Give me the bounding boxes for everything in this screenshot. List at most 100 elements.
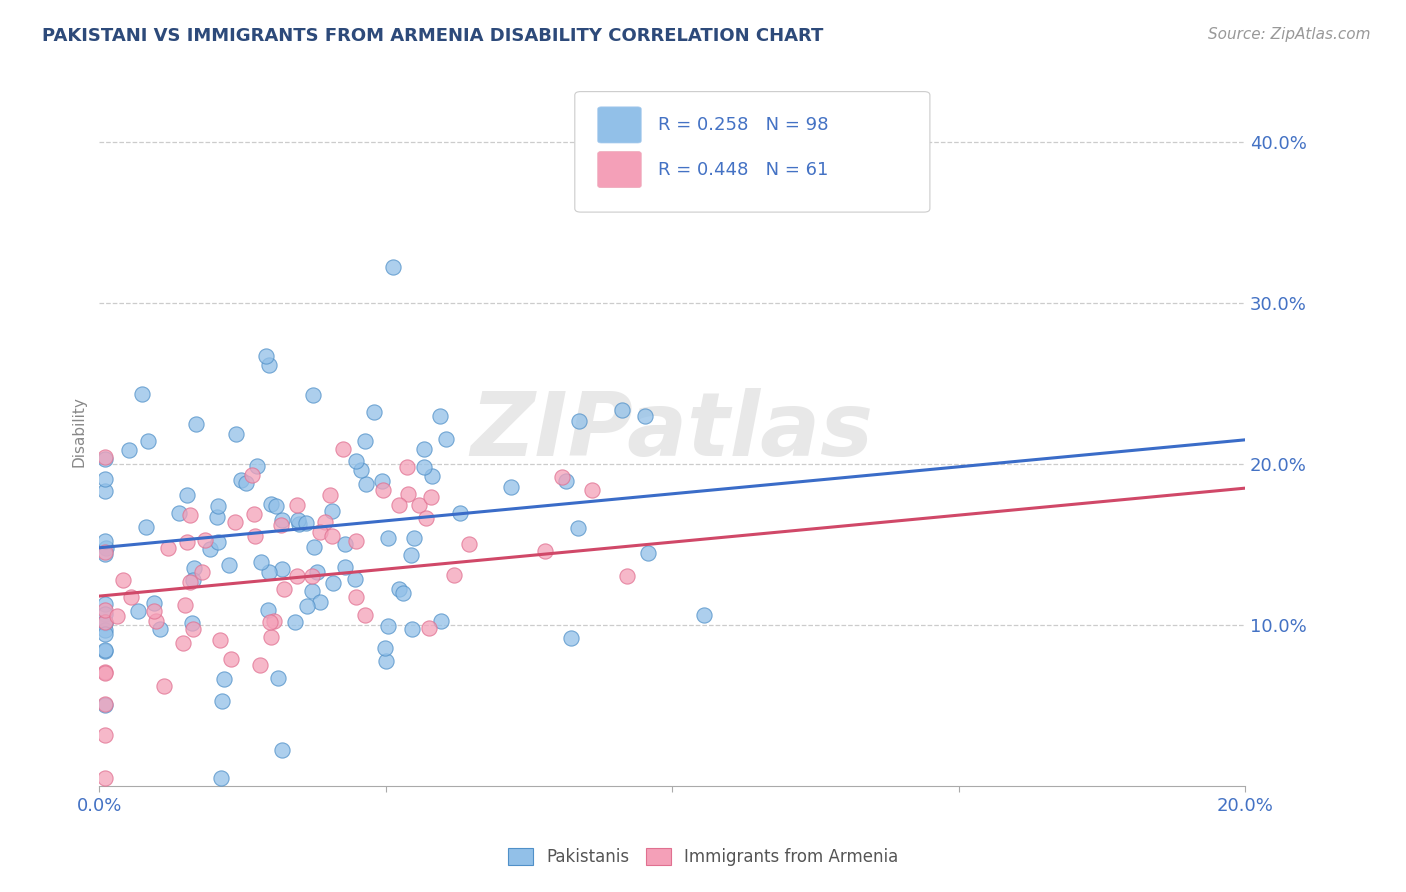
Point	[94, 697, 117, 711]
Point	[388, 498, 411, 512]
Point	[314, 515, 336, 529]
Point	[94, 603, 117, 617]
Point	[254, 349, 277, 363]
Point	[229, 473, 252, 487]
Point	[418, 621, 440, 635]
Point	[156, 541, 179, 556]
Point	[610, 403, 633, 417]
Point	[412, 460, 434, 475]
Point	[94, 607, 117, 622]
Point	[212, 672, 235, 686]
Point	[117, 443, 139, 458]
Point	[534, 544, 557, 558]
Point	[176, 535, 198, 549]
Point	[224, 515, 246, 529]
Point	[350, 463, 373, 477]
Legend: Pakistanis, Immigrants from Armenia: Pakistanis, Immigrants from Armenia	[499, 840, 907, 875]
Point	[295, 599, 318, 613]
Point	[176, 488, 198, 502]
Point	[567, 521, 589, 535]
Point	[138, 434, 160, 448]
Point	[218, 558, 240, 573]
Point	[555, 474, 578, 488]
Point	[332, 442, 354, 456]
Point	[377, 618, 399, 632]
Point	[353, 608, 375, 623]
Point	[181, 615, 204, 630]
Point	[184, 417, 207, 431]
Point	[264, 499, 287, 513]
Point	[302, 388, 325, 402]
Point	[343, 572, 366, 586]
Text: R = 0.258   N = 98: R = 0.258 N = 98	[658, 116, 830, 134]
Point	[285, 568, 308, 582]
Point	[94, 533, 117, 548]
Point	[259, 615, 281, 630]
Point	[225, 426, 247, 441]
Point	[429, 409, 451, 424]
Point	[284, 615, 307, 629]
Point	[270, 518, 292, 533]
Point	[181, 622, 204, 636]
Point	[321, 503, 343, 517]
Point	[401, 622, 423, 636]
FancyBboxPatch shape	[575, 92, 929, 212]
Point	[377, 531, 399, 545]
Point	[333, 560, 356, 574]
Point	[419, 490, 441, 504]
Point	[142, 604, 165, 618]
Point	[94, 698, 117, 712]
Point	[412, 442, 434, 457]
Point	[107, 608, 129, 623]
Point	[301, 568, 323, 582]
Point	[257, 602, 280, 616]
Point	[333, 537, 356, 551]
Point	[179, 508, 201, 523]
Point	[135, 520, 157, 534]
FancyBboxPatch shape	[598, 107, 641, 143]
Point	[271, 513, 294, 527]
Point	[209, 771, 232, 785]
Point	[305, 565, 328, 579]
Point	[616, 568, 638, 582]
Point	[302, 540, 325, 554]
Point	[430, 614, 453, 628]
Point	[287, 513, 309, 527]
Point	[94, 644, 117, 658]
Point	[415, 510, 437, 524]
Point	[263, 614, 285, 628]
Point	[94, 616, 117, 631]
FancyBboxPatch shape	[598, 152, 641, 187]
Point	[94, 771, 117, 785]
Point	[568, 414, 591, 428]
Point	[194, 533, 217, 548]
Point	[321, 529, 343, 543]
Point	[408, 498, 430, 512]
Point	[94, 728, 117, 742]
Point	[363, 405, 385, 419]
Point	[692, 608, 714, 623]
Point	[179, 574, 201, 589]
Point	[382, 260, 405, 274]
Point	[301, 583, 323, 598]
Point	[443, 568, 465, 582]
Point	[120, 591, 142, 605]
Point	[354, 477, 377, 491]
Point	[94, 452, 117, 467]
Point	[249, 658, 271, 673]
Point	[94, 627, 117, 641]
Point	[127, 604, 149, 618]
Point	[260, 497, 283, 511]
Point	[112, 573, 135, 587]
Point	[94, 643, 117, 657]
Point	[637, 546, 659, 560]
Point	[420, 469, 443, 483]
Point	[388, 582, 411, 596]
Point	[94, 665, 117, 680]
Point	[450, 506, 472, 520]
Point	[94, 450, 117, 465]
Point	[375, 654, 398, 668]
Point	[243, 508, 266, 522]
Point	[267, 671, 290, 685]
Point	[319, 488, 342, 502]
